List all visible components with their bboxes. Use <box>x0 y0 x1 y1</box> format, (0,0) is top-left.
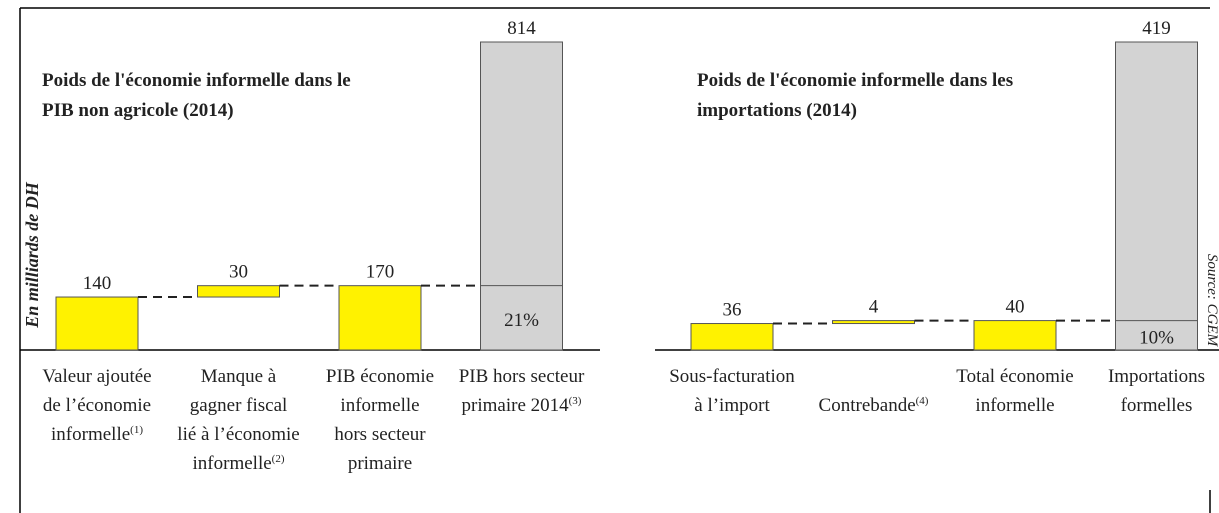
x-tick-line: PIB économie <box>326 366 434 387</box>
x-tick-label: informelle <box>340 395 419 416</box>
x-tick-label: Valeur ajoutée <box>42 366 151 387</box>
x-tick-line: à l’import <box>694 395 770 416</box>
x-tick-line: hors secteur <box>334 424 426 445</box>
category-note: (2) <box>272 453 285 465</box>
x-tick-label: Contrebande(4) <box>819 395 929 416</box>
source: Source: CGEM <box>1204 254 1219 348</box>
x-tick-line: informelle <box>193 453 272 474</box>
bar <box>973 320 1057 351</box>
chart-title: Poids de l'économie informelle dans les <box>697 70 1013 91</box>
x-tick-label: primaire 2014(3) <box>462 395 582 416</box>
x-tick-label: informelle <box>975 395 1054 416</box>
x-tick-label: à l’import <box>694 395 770 416</box>
value-label: 170 <box>366 262 395 283</box>
x-tick-line: Manque à <box>201 366 277 387</box>
value-label: 140 <box>83 273 112 294</box>
x-tick-label: lié à l’économie <box>177 424 299 445</box>
x-tick-label: Importations <box>1108 366 1205 387</box>
value-label: 36 <box>723 300 742 321</box>
x-tick-line: Contrebande <box>819 395 916 416</box>
x-tick-label: PIB économie <box>326 366 434 387</box>
x-tick-line: Sous-facturation <box>669 366 795 387</box>
x-tick-label: PIB hors secteur <box>459 366 585 387</box>
chart-title: Poids de l'économie informelle dans le <box>42 70 351 91</box>
x-tick-line: Valeur ajoutée <box>42 366 151 387</box>
value-label: 419 <box>1142 18 1171 39</box>
x-tick-line: formelles <box>1121 395 1193 416</box>
x-tick-label: formelles <box>1121 395 1193 416</box>
x-tick-line: primaire 2014 <box>462 395 570 416</box>
annotation: 10% <box>1139 327 1174 348</box>
bar <box>832 320 915 325</box>
chart-title: PIB non agricole (2014) <box>42 100 234 121</box>
x-tick-line: de l’économie <box>43 395 151 416</box>
x-tick-label: gagner fiscal <box>190 395 288 416</box>
x-tick-label: hors secteur <box>334 424 426 445</box>
x-tick-line: primaire <box>348 453 412 474</box>
x-tick-line: Importations <box>1108 366 1205 387</box>
x-tick-label: de l’économie <box>43 395 151 416</box>
category-note: (3) <box>569 395 582 407</box>
x-tick-line: lié à l’économie <box>177 424 299 445</box>
category-note: (1) <box>130 424 143 436</box>
category-note: (4) <box>916 395 929 407</box>
bar <box>480 41 563 351</box>
x-tick-line: informelle <box>340 395 419 416</box>
bar <box>338 285 422 351</box>
bar <box>690 323 774 351</box>
x-tick-label: primaire <box>348 453 412 474</box>
x-tick-label: Sous-facturation <box>669 366 795 387</box>
value-label: 814 <box>507 18 536 39</box>
x-tick-line: gagner fiscal <box>190 395 288 416</box>
value-label: 4 <box>869 297 879 318</box>
x-tick-label: informelle(2) <box>193 453 285 474</box>
x-tick-label: Total économie <box>956 366 1073 387</box>
bar <box>197 285 280 298</box>
bar <box>55 296 139 351</box>
value-label: 30 <box>229 262 248 283</box>
chart-title: importations (2014) <box>697 100 857 121</box>
x-tick-label: informelle(1) <box>51 424 143 445</box>
x-tick-line: informelle <box>51 424 130 445</box>
y-axis-label: En milliards de DH <box>22 181 42 329</box>
annotation: 21% <box>504 310 539 331</box>
value-label: 40 <box>1006 297 1025 318</box>
x-tick-line: informelle <box>975 395 1054 416</box>
x-tick-label: Manque à <box>201 366 277 387</box>
x-tick-line: Total économie <box>956 366 1073 387</box>
bar <box>1115 41 1198 351</box>
x-tick-line: PIB hors secteur <box>459 366 585 387</box>
